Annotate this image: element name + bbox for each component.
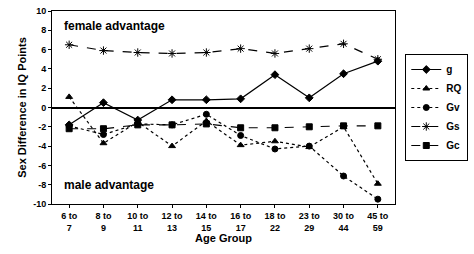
- svg-text:8 to9: 8 to9: [95, 211, 112, 233]
- svg-text:4: 4: [41, 64, 46, 74]
- svg-text:-4: -4: [38, 141, 46, 151]
- svg-text:0: 0: [41, 103, 46, 113]
- svg-text:g: g: [446, 64, 452, 75]
- svg-text:-10: -10: [33, 199, 46, 209]
- svg-text:-6: -6: [38, 161, 46, 171]
- svg-text:-2: -2: [38, 122, 46, 132]
- svg-text:female advantage: female advantage: [64, 19, 165, 33]
- svg-text:18 to22: 18 to22: [264, 211, 286, 233]
- svg-text:30 to44: 30 to44: [333, 211, 355, 233]
- svg-text:Sex Difference in IQ Points: Sex Difference in IQ Points: [16, 37, 28, 178]
- svg-text:male advantage: male advantage: [64, 178, 154, 192]
- svg-text:Age Group: Age Group: [195, 233, 252, 245]
- svg-text:10 to11: 10 to11: [127, 211, 149, 233]
- svg-text:45 to59: 45 to59: [367, 211, 389, 233]
- svg-text:RQ: RQ: [446, 83, 461, 94]
- svg-text:10: 10: [36, 6, 46, 16]
- svg-text:12 to13: 12 to13: [162, 211, 184, 233]
- svg-text:6 to7: 6 to7: [61, 211, 78, 233]
- svg-text:Gs: Gs: [446, 121, 460, 132]
- svg-text:8: 8: [41, 25, 46, 35]
- svg-text:14 to15: 14 to15: [196, 211, 218, 233]
- svg-text:6: 6: [41, 45, 46, 55]
- svg-text:23 to29: 23 to29: [299, 211, 321, 233]
- svg-text:Gv: Gv: [446, 102, 460, 113]
- svg-text:Gc: Gc: [446, 140, 460, 151]
- svg-text:16 to17: 16 to17: [230, 211, 252, 233]
- svg-text:2: 2: [41, 83, 46, 93]
- svg-text:-8: -8: [38, 180, 46, 190]
